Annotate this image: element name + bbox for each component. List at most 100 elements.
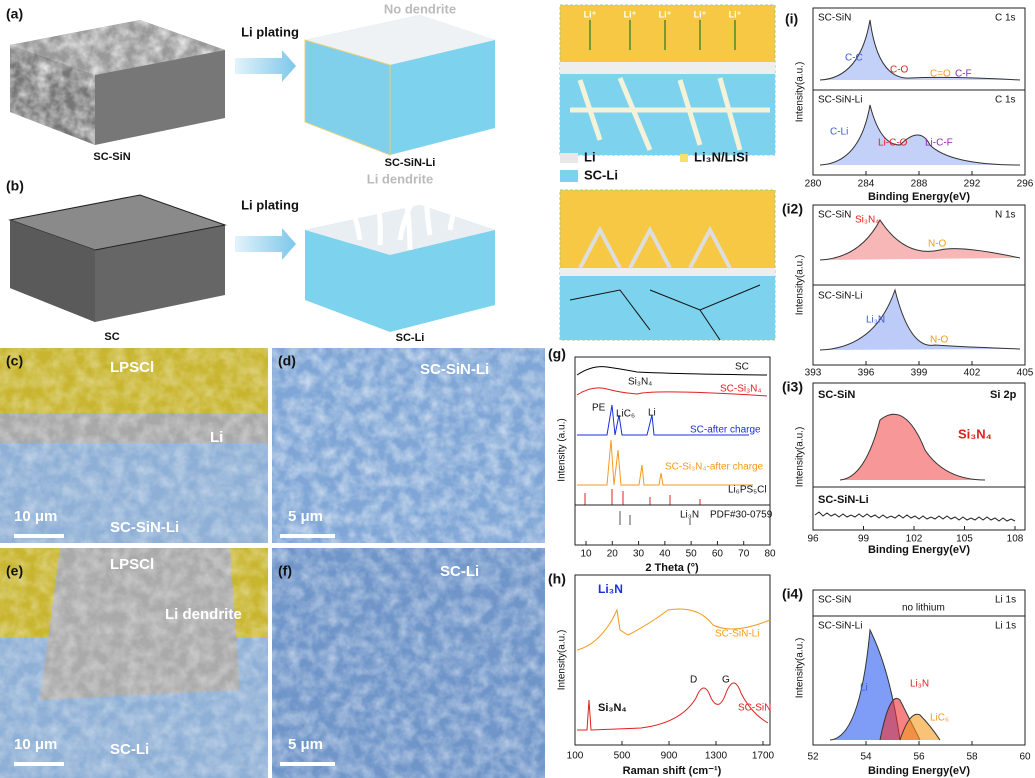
x-tick-label: 58 xyxy=(966,752,978,763)
panel-label: (i) xyxy=(785,11,798,27)
ion: Li⁺ xyxy=(624,9,637,19)
peak-label: Si₃N₄ xyxy=(628,377,652,388)
x-tick-label: 70 xyxy=(738,549,750,560)
panel-label: (a) xyxy=(6,6,23,22)
caption: SC xyxy=(104,331,119,343)
peak-label: Li₃N xyxy=(680,510,699,521)
ion-labels: Li⁺ Li⁺ Li⁺ Li⁺ Li⁺ xyxy=(584,9,742,19)
y-axis-label: Intensity(a.u.) xyxy=(795,255,806,316)
trace-label: SC-SiN-Li xyxy=(715,629,759,640)
sem-d xyxy=(272,348,545,543)
ion: Li⁺ xyxy=(729,9,742,19)
sample-label: SC-Li xyxy=(440,563,479,580)
region-label: SC-Li xyxy=(110,741,149,758)
x-axis-label: Binding Energy(eV) xyxy=(868,191,970,203)
sample: SC-SiN xyxy=(818,13,851,24)
panel-label: (i4) xyxy=(782,586,803,602)
x-tick-label: 296 xyxy=(1017,179,1034,190)
raman-plot xyxy=(574,574,771,746)
x-tick-label: 20 xyxy=(607,549,619,560)
legend-label: Li₃N/LiSi xyxy=(694,149,748,164)
x-tick-label: 80 xyxy=(764,549,776,560)
x-tick-label: 102 xyxy=(906,534,923,545)
peak-label: G xyxy=(722,675,730,686)
x-tick-label: 405 xyxy=(1017,368,1034,379)
peak-label: Li xyxy=(648,408,656,419)
caption: SC-Li xyxy=(396,332,425,344)
peak: LiC₆ xyxy=(930,713,949,724)
x-tick-label: 99 xyxy=(858,534,870,545)
xps-plots xyxy=(812,7,1026,746)
region-label: LPSCl xyxy=(110,556,154,573)
sample: SC-SiN-Li xyxy=(818,494,869,506)
sample: SC-SiN-Li xyxy=(818,95,862,106)
peak: Si₃N₄ xyxy=(958,426,992,441)
x-tick-label: 280 xyxy=(805,179,822,190)
peak-label: D xyxy=(690,675,697,686)
x-tick-label: 288 xyxy=(911,179,928,190)
x-tick-label: 396 xyxy=(858,368,875,379)
x-tick-label: 54 xyxy=(860,752,872,763)
x-tick-label: 402 xyxy=(964,368,981,379)
peak-label: PE xyxy=(592,403,606,414)
trace-label: Li₆PS₅Cl xyxy=(728,485,767,496)
panel-label: (g) xyxy=(548,346,566,362)
x-tick-label: 60 xyxy=(712,549,724,560)
trace-label: PDF#30-0759 xyxy=(710,510,773,521)
peak: Li₃N xyxy=(866,315,885,326)
region: Si 2p xyxy=(990,389,1017,401)
note: Li dendrite xyxy=(367,171,433,186)
panel-label: (e) xyxy=(6,563,23,579)
peak-label: LiC₆ xyxy=(616,409,635,420)
region-label: LPSCl xyxy=(110,359,154,376)
x-tick-label: 292 xyxy=(964,179,981,190)
scale-bar: 5 μm xyxy=(288,736,323,753)
sem-c xyxy=(0,348,268,543)
xrd-plot xyxy=(574,356,771,546)
note: no lithium xyxy=(902,603,945,614)
x-tick-label: 105 xyxy=(956,534,973,545)
trace-label: SC xyxy=(735,362,749,373)
x-tick-label: 56 xyxy=(913,752,925,763)
region: N 1s xyxy=(995,210,1016,221)
panel-label: (h) xyxy=(548,571,566,587)
x-tick-label: 900 xyxy=(661,751,678,762)
x-axis-label: Binding Energy(eV) xyxy=(868,765,970,777)
peak: N-O xyxy=(928,239,947,250)
region-label: SC-SiN-Li xyxy=(110,519,179,536)
y-axis-label: Intensity(a.u.) xyxy=(795,62,806,123)
trace-label: SC-Si₃N₄-after charge xyxy=(665,462,764,473)
peak-label: Si₃N₄ xyxy=(598,702,627,714)
ion: Li⁺ xyxy=(659,9,672,19)
peak: Li xyxy=(860,683,868,694)
peak: C-O xyxy=(890,65,909,76)
region: Li 1s xyxy=(995,621,1016,632)
panel-label: (i3) xyxy=(782,379,803,395)
x-axis-label: 2 Theta (°) xyxy=(645,562,699,574)
x-tick-label: 284 xyxy=(858,179,875,190)
x-tick-label: 399 xyxy=(911,368,928,379)
panel-label: (d) xyxy=(278,353,296,369)
sample: SC-SiN xyxy=(818,595,851,606)
ion: Li⁺ xyxy=(694,9,707,19)
peak: Si₃N₄ xyxy=(855,215,879,226)
caption: SC-SiN xyxy=(93,151,130,163)
sem-f xyxy=(272,548,545,778)
peak: C=O xyxy=(930,69,951,80)
peak: C-F xyxy=(955,69,972,80)
peak: C-C xyxy=(845,53,863,64)
peak: Li-C-F xyxy=(925,138,953,149)
peak: Li₃N xyxy=(910,679,929,690)
x-tick-label: 52 xyxy=(807,752,819,763)
peak-label: Li₃N xyxy=(598,582,623,596)
sample: SC-SiN xyxy=(818,210,851,221)
trace-label: SC-after charge xyxy=(690,425,761,436)
panel-label: (f) xyxy=(278,563,292,579)
panel-label: (b) xyxy=(6,178,24,194)
x-tick-label: 1300 xyxy=(705,751,728,762)
y-axis-label: Intensity(a.u.) xyxy=(795,427,806,488)
sample-label: SC-SiN-Li xyxy=(420,361,489,378)
x-axis-label: Raman shift (cm⁻¹) xyxy=(623,765,722,777)
sem-e xyxy=(0,548,268,778)
note: No dendrite xyxy=(384,1,456,16)
